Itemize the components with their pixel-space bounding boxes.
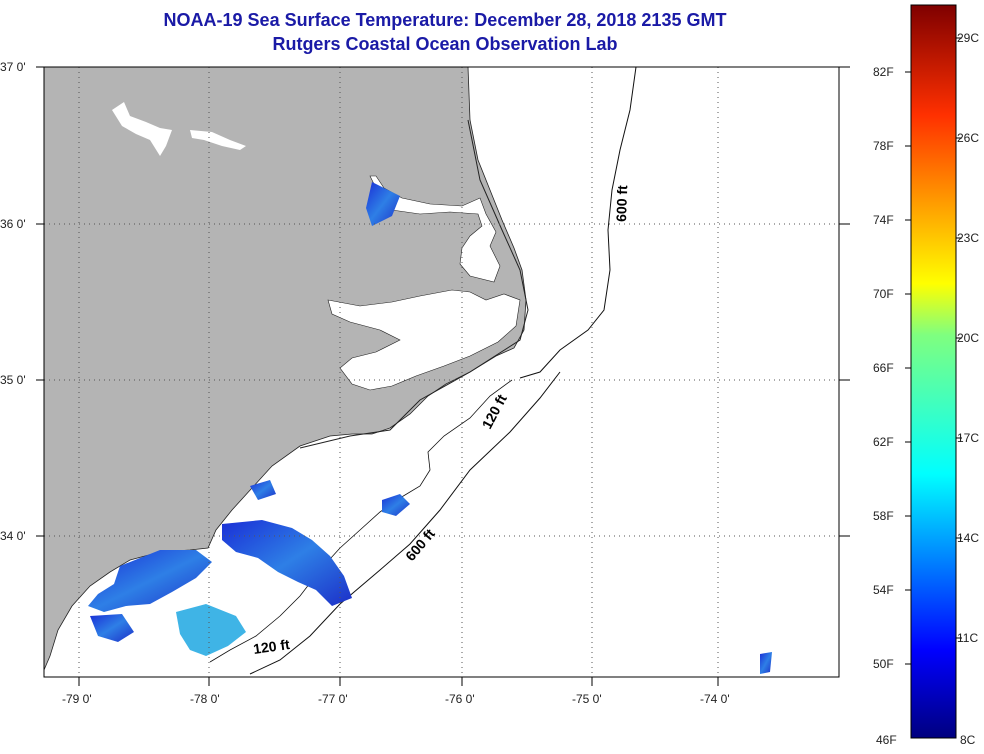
lat-label-36: 36 0' (0, 217, 26, 231)
inland-lake-2 (190, 130, 246, 150)
contour-120ft (209, 379, 513, 663)
inland-lake (112, 102, 172, 156)
colorbar-f-label-70: 70F (873, 287, 894, 301)
colorbar-c-label-26: 26C (957, 131, 979, 145)
sst-patches (88, 182, 772, 674)
graticule (44, 67, 839, 677)
pamlico-sound (327, 289, 521, 391)
colorbar-c-label-11: 11C (957, 631, 978, 645)
lat-label-34: 34 0' (0, 529, 26, 543)
lon-label-74: -74 0' (700, 692, 730, 706)
colorbar-f-label-46: 46F (876, 733, 897, 747)
lat-label-35: 35 0' (0, 373, 26, 387)
colorbar-f-label-50: 50F (873, 657, 894, 671)
barrier-islands (299, 119, 529, 449)
colorbar-f-label-54: 54F (873, 583, 894, 597)
colorbar-c-label-23: 23C (957, 231, 979, 245)
map-title: NOAA-19 Sea Surface Temperature: Decembe… (163, 10, 727, 30)
lon-label-78: -78 0' (190, 692, 220, 706)
colorbar-f-label-74: 74F (873, 213, 894, 227)
lon-label-75: -75 0' (572, 692, 602, 706)
colorbar-f-label-62: 62F (873, 435, 894, 449)
map-subtitle: Rutgers Coastal Ocean Observation Lab (272, 34, 618, 54)
colorbar-c-label-17: 17C (957, 431, 979, 445)
colorbar-c-label-8: 8C (960, 733, 976, 747)
colorbar-f-ticks (905, 71, 911, 665)
contour-600ft-south (249, 371, 561, 675)
lat-label-37: 37 0' (0, 60, 26, 74)
colorbar-c-ticks (956, 37, 962, 639)
map-frame (43, 66, 840, 678)
tick-marks (36, 66, 850, 686)
colorbar-f-label-58: 58F (873, 509, 894, 523)
albemarle-sound (369, 175, 501, 283)
colorbar-f-label-66: 66F (873, 361, 894, 375)
contour-label-120-south: 120 ft (252, 636, 291, 657)
lon-label-77: -77 0' (318, 692, 348, 706)
lon-label-79: -79 0' (62, 692, 92, 706)
contour-label-600-north: 600 ft (613, 185, 630, 222)
colorbar-c-label-29: 29C (957, 31, 979, 45)
lon-label-76: -76 0' (445, 692, 475, 706)
colorbar-f-label-82: 82F (873, 65, 894, 79)
colorbar-f-label-78: 78F (873, 139, 894, 153)
colorbar-c-label-14: 14C (957, 531, 979, 545)
contour-600ft-north (519, 66, 637, 379)
colorbar (910, 4, 957, 739)
colorbar-c-label-20: 20C (957, 331, 979, 345)
